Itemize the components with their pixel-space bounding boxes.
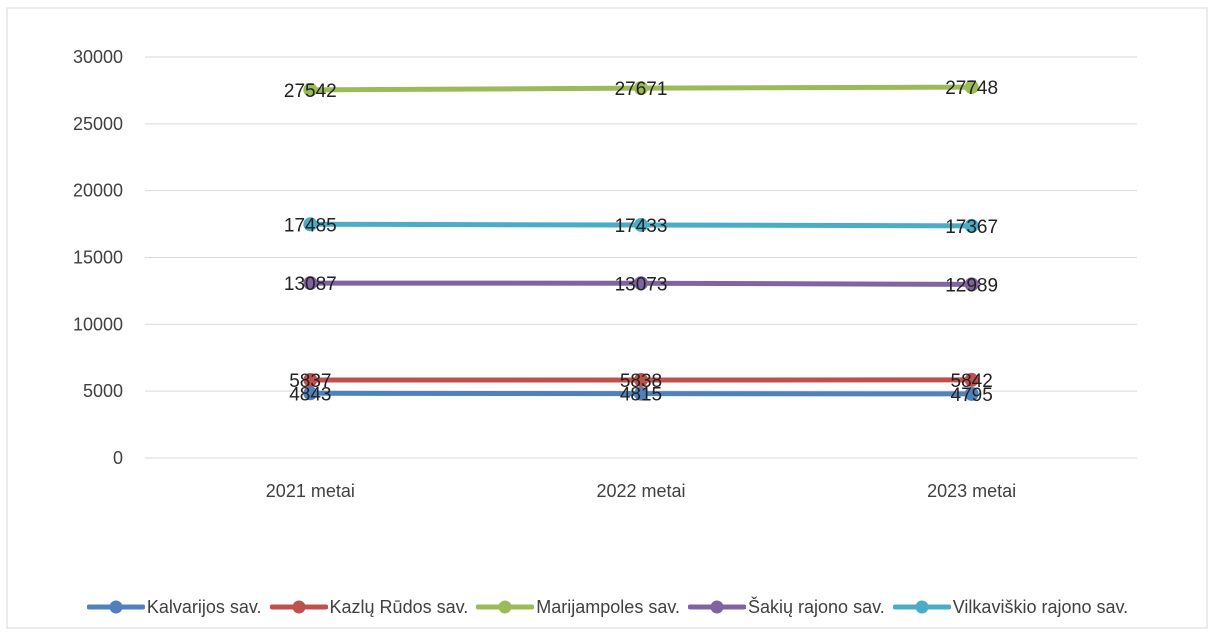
- x-axis-ticks: 2021 metai 2022 metai 2023 metai: [266, 481, 1016, 501]
- legend-marker: [109, 600, 123, 614]
- data-label: 27748: [945, 78, 998, 99]
- legend-item: Šakių rajono sav.: [688, 597, 885, 618]
- data-label: 5842: [951, 371, 993, 392]
- legend-swatch: [86, 600, 145, 614]
- legend-label: Kalvarijos sav.: [146, 596, 262, 617]
- legend-marker: [915, 600, 929, 614]
- legend-label: Vilkaviškio rajono sav.: [952, 596, 1129, 617]
- y-tick-label: 10000: [73, 314, 123, 334]
- x-tick-label: 2022 metai: [596, 481, 685, 501]
- y-axis-ticks: 0 5000 10000 15000 20000 25000 30000: [73, 47, 123, 468]
- data-label: 4795: [951, 385, 993, 406]
- data-point: [964, 386, 979, 401]
- data-point: [634, 276, 648, 291]
- data-label: 4815: [620, 385, 662, 406]
- data-point: [634, 217, 648, 232]
- y-tick-label: 25000: [73, 114, 123, 134]
- data-point: [634, 81, 648, 96]
- legend-swatch: [892, 600, 951, 614]
- legend-item: Kazlų Rūdos sav.: [269, 596, 469, 618]
- legend-swatch: [688, 600, 746, 614]
- data-label: 5838: [620, 371, 662, 392]
- legend-item: Vilkaviškio rajono sav.: [892, 596, 1129, 618]
- data-point: [303, 276, 318, 291]
- legend-label: Šakių rajono sav.: [748, 596, 885, 617]
- data-point: [634, 372, 648, 387]
- y-tick-label: 20000: [73, 181, 123, 201]
- y-tick-label: 15000: [73, 248, 123, 268]
- data-label: 13073: [615, 274, 668, 295]
- legend-label: Kazlų Rūdos sav.: [329, 596, 469, 617]
- legend-swatch: [269, 600, 328, 614]
- x-tick-label: 2021 metai: [266, 481, 355, 501]
- data-point: [303, 372, 318, 387]
- data-point: [303, 217, 318, 232]
- legend-marker: [498, 600, 512, 614]
- data-label: 13087: [284, 274, 337, 295]
- legend-marker: [292, 600, 306, 614]
- legend-label: Marijampoles sav.: [536, 596, 680, 617]
- data-label: 27542: [284, 81, 337, 102]
- data-point: [964, 218, 979, 233]
- chart-border: [6, 7, 1208, 629]
- data-label: 27671: [615, 79, 668, 100]
- data-point: [964, 80, 979, 95]
- series-lines: [303, 80, 979, 401]
- legend-marker: [710, 600, 724, 614]
- data-label: 12989: [945, 275, 998, 296]
- data-point: [964, 277, 979, 292]
- data-label: 4843: [289, 384, 331, 405]
- x-tick-label: 2023 metai: [927, 481, 1016, 501]
- legend-item: Kalvarijos sav.: [86, 596, 262, 618]
- y-tick-label: 0: [113, 448, 123, 468]
- legend: Kalvarijos sav. Kazlų Rūdos sav. Marijampo…: [0, 592, 1215, 622]
- y-tick-label: 5000: [83, 381, 123, 401]
- data-point: [303, 82, 318, 97]
- data-label: 5837: [289, 371, 331, 392]
- data-label: 17485: [284, 215, 337, 236]
- data-labels: 4843 4815 4795 5837 5838 5842 27542 27671 27748 1…: [284, 78, 998, 406]
- legend-item: Marijampoles sav.: [476, 597, 680, 618]
- y-tick-label: 30000: [73, 47, 123, 67]
- data-point: [303, 386, 318, 401]
- data-label: 17367: [945, 217, 998, 238]
- data-point: [634, 386, 648, 401]
- legend-swatch: [476, 600, 535, 614]
- data-point: [964, 372, 979, 387]
- data-label: 17433: [615, 216, 668, 237]
